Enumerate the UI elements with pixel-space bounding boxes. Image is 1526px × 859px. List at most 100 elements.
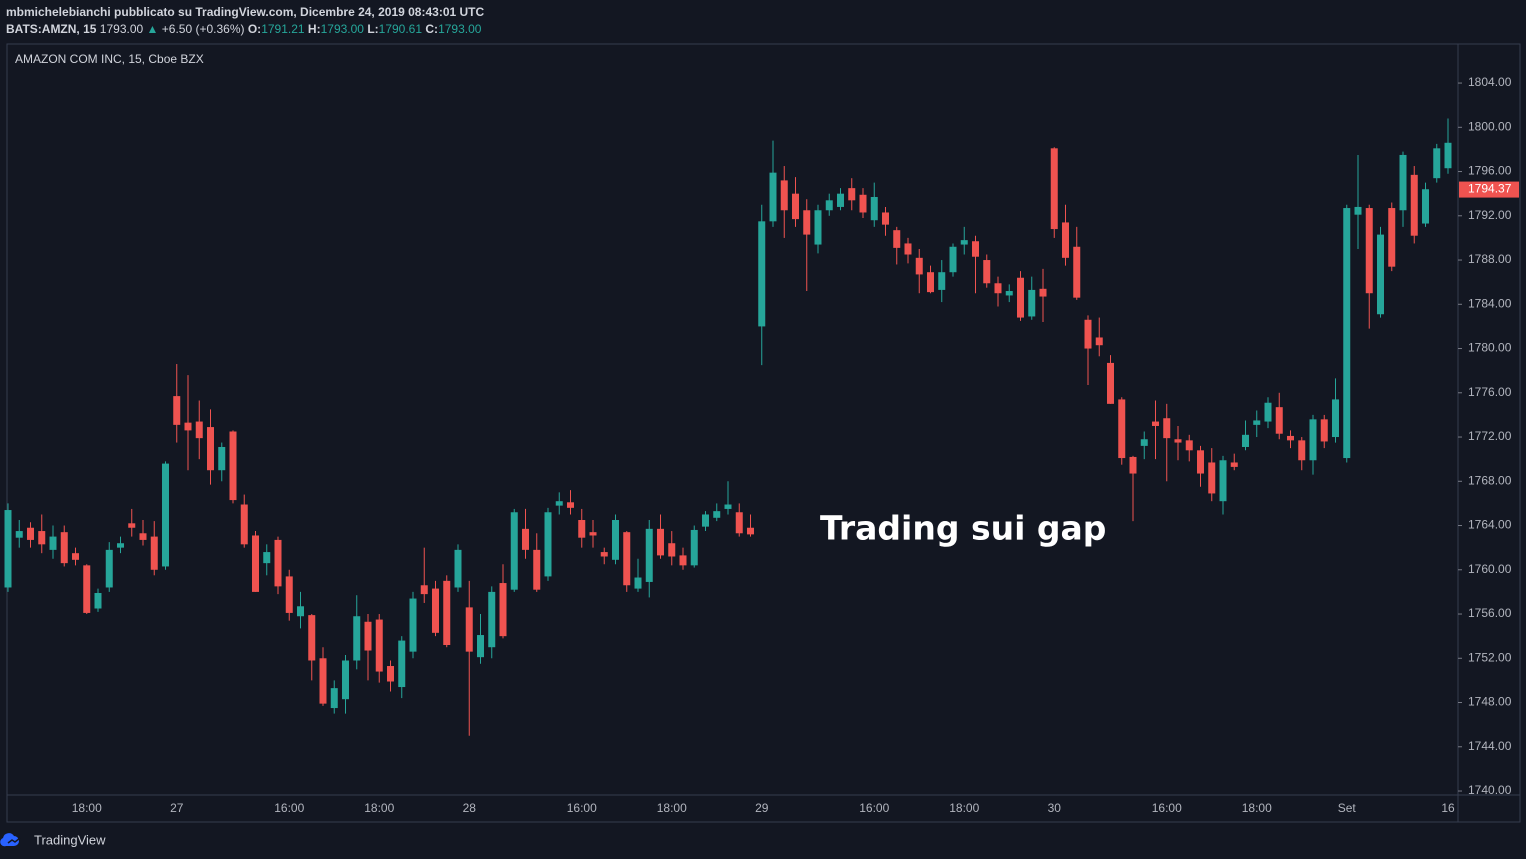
candle-body — [420, 585, 428, 595]
candle-body — [128, 523, 136, 528]
candle-body — [207, 427, 214, 471]
candle-body — [342, 660, 349, 700]
y-tick-label: 1788.00 — [1468, 252, 1512, 266]
candle-body — [904, 243, 912, 255]
candle-body — [994, 283, 1002, 294]
h-label: H: — [307, 22, 321, 36]
candle-body — [1197, 450, 1204, 474]
candle-body — [330, 688, 338, 709]
candle-body — [1264, 402, 1272, 422]
y-tick-label: 1792.00 — [1468, 208, 1512, 222]
o-label: O: — [247, 22, 262, 36]
x-tick-label: 18:00 — [72, 801, 102, 815]
change: +6.50 (+0.36%) — [161, 22, 245, 36]
candle-body — [1433, 148, 1441, 179]
candle-body — [139, 533, 147, 540]
candle-body — [567, 502, 574, 508]
candle-body — [1377, 234, 1384, 315]
candle-body — [308, 615, 316, 661]
x-tick-label: 18:00 — [657, 801, 687, 815]
candle-body — [522, 528, 529, 550]
o-value: 1791.21 — [261, 22, 305, 36]
candle-body — [544, 512, 552, 577]
y-tick-label: 1760.00 — [1468, 562, 1512, 576]
candle-body — [1152, 421, 1159, 426]
candle-body — [758, 221, 766, 327]
chart-frame — [6, 43, 1521, 823]
c-label: C: — [425, 22, 439, 36]
y-tick-label: 1800.00 — [1468, 119, 1512, 133]
x-tick-label: 18:00 — [1242, 801, 1272, 815]
candle-body — [938, 272, 946, 290]
candle-body — [83, 565, 91, 613]
candle-body — [364, 621, 372, 651]
candle-body — [657, 528, 664, 556]
y-tick-label: 1780.00 — [1468, 341, 1512, 355]
y-tick-label: 1772.00 — [1468, 429, 1512, 443]
candle-body — [1388, 208, 1396, 267]
candle-body — [1410, 174, 1418, 236]
candle-body — [1365, 208, 1373, 294]
last-price-tag — [1459, 181, 1519, 198]
candle-body — [1275, 407, 1283, 434]
candle-body — [623, 532, 631, 586]
candle-body — [1309, 419, 1317, 461]
y-tick-label: 1796.00 — [1468, 164, 1512, 178]
candle-body — [949, 246, 957, 273]
x-tick-label: 16:00 — [274, 801, 304, 815]
y-tick-label: 1776.00 — [1468, 385, 1512, 399]
header-line2: BATS:AMZN, 15 1793.00 ▲ +6.50 (+0.36%) O… — [6, 22, 481, 36]
candle-body — [319, 658, 327, 704]
candle-body — [1140, 439, 1148, 446]
candle-body — [49, 536, 57, 550]
tradingview-logo — [0, 833, 21, 847]
candle-body — [915, 257, 923, 275]
candle-body — [510, 512, 518, 590]
x-tick-label: 27 — [170, 801, 184, 815]
candle-body — [837, 193, 844, 207]
candle-body — [555, 501, 563, 506]
y-tick-label: 1748.00 — [1468, 695, 1512, 709]
candle-body — [150, 536, 158, 570]
x-tick-label: 30 — [1048, 801, 1062, 815]
plot — [4, 118, 1452, 736]
last-price-label: 1794.37 — [1468, 182, 1512, 196]
x-tick-label: 16:00 — [567, 801, 597, 815]
x-tick-label: 18:00 — [949, 801, 979, 815]
candle-body — [1163, 418, 1171, 439]
candle-body — [668, 543, 676, 557]
candle-body — [960, 240, 968, 245]
candle-body — [443, 580, 451, 645]
candle-body — [1095, 337, 1103, 346]
candle-body — [1208, 462, 1216, 494]
y-tick-label: 1784.00 — [1468, 296, 1512, 310]
y-tick-label: 1768.00 — [1468, 473, 1512, 487]
candle-body — [1084, 319, 1092, 349]
l-label: L: — [367, 22, 379, 36]
candle-body — [1050, 148, 1058, 230]
candle-body — [15, 531, 23, 538]
candle-body — [1242, 434, 1249, 447]
y-tick-label: 1804.00 — [1468, 75, 1512, 89]
header-line1: mbmichelebianchi pubblicato su TradingVi… — [6, 5, 484, 19]
candle-body — [825, 200, 833, 211]
candle-body — [803, 210, 811, 235]
candle-body — [274, 539, 282, 587]
candle-body — [893, 230, 901, 248]
candle-body — [792, 193, 799, 220]
candle-body — [983, 260, 991, 284]
annotation: Trading sui gap — [820, 509, 1106, 548]
candle-body — [1129, 456, 1137, 474]
x-tick-label: 16:00 — [859, 801, 889, 815]
candle-body — [409, 598, 417, 652]
candle-body — [1354, 206, 1362, 215]
arrow: ▲ — [146, 22, 159, 36]
candle-body — [1062, 222, 1069, 258]
candle-body — [297, 606, 304, 617]
candle-body — [1422, 189, 1429, 224]
publisher: mbmichelebianchi pubblicato su TradingVi… — [6, 5, 485, 19]
candle-body — [1174, 439, 1182, 443]
candle-body — [229, 431, 237, 501]
